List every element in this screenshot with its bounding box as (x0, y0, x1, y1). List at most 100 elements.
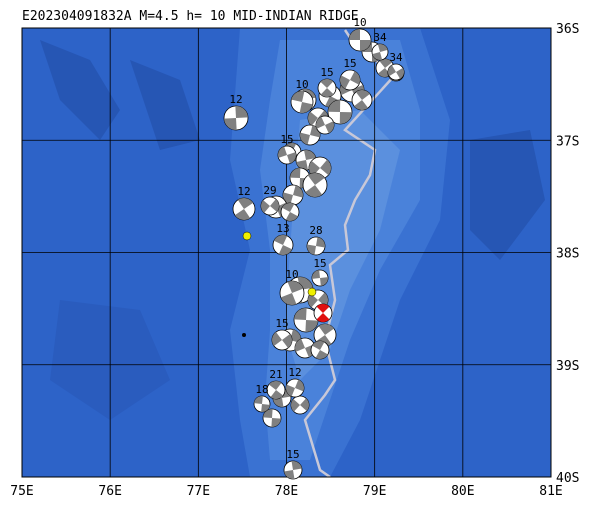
beachball (280, 202, 300, 222)
beachball (271, 329, 293, 351)
event-marker (307, 287, 317, 297)
beachball-quadrant (285, 212, 298, 222)
event-depth-label: 18 (255, 383, 268, 396)
beachball-quadrant (308, 293, 318, 308)
lat-tick-label: 36S (556, 22, 579, 37)
beachball-quadrant (278, 245, 293, 255)
beachball (279, 280, 305, 306)
beachball-quadrant (287, 281, 304, 293)
beachball-quadrant (290, 329, 302, 344)
beachball (260, 196, 280, 216)
beachball-quadrant (273, 235, 288, 245)
lon-tick-label: 79E (363, 484, 386, 499)
beachball-quadrant (318, 292, 329, 307)
beachball-quadrant (284, 470, 295, 479)
beachball (290, 395, 310, 415)
beachball (311, 269, 329, 287)
beachball (302, 172, 328, 198)
beachball (348, 28, 372, 52)
beachball-quadrant (316, 237, 326, 248)
beachball (285, 378, 305, 398)
lon-tick-label: 78E (275, 484, 298, 499)
event-depth-label: 12 (229, 93, 242, 106)
beachball-quadrant (307, 173, 325, 185)
beachball-quadrant (291, 91, 305, 102)
beachball (294, 337, 316, 359)
event-depth-label: 15 (280, 133, 293, 146)
beachball-quadrant (308, 111, 318, 126)
beachball-quadrant (295, 379, 305, 392)
lat-tick-label: 39S (556, 359, 579, 374)
beachball-quadrant (294, 307, 307, 320)
event-depth-label: 29 (263, 184, 276, 197)
beachball-quadrant (379, 59, 393, 68)
lon-tick-label: 77E (187, 484, 210, 499)
event-depth-label: 10 (295, 78, 308, 91)
beachball (266, 380, 286, 400)
beachball-quadrant (268, 381, 282, 390)
beachball-quadrant (320, 277, 329, 286)
lat-tick-label: 38S (556, 247, 579, 262)
beachball-quadrant (270, 390, 284, 399)
beachball-quadrant (388, 65, 396, 77)
event-depth-label: 15 (343, 57, 356, 70)
beachball-quadrant (280, 293, 297, 305)
map-title: E202304091832A M=4.5 h= 10 MID-INDIAN RI… (22, 9, 359, 24)
beachball-quadrant (299, 102, 313, 113)
event-depth-label: 15 (320, 66, 333, 79)
event-depth-label: 15 (286, 448, 299, 461)
beachball-quadrant (377, 68, 391, 78)
beachball-quadrant (349, 29, 360, 40)
beachball (327, 99, 353, 125)
beachball-quadrant (270, 199, 279, 212)
beachball-quadrant (261, 404, 270, 413)
event-depth-label: 10 (285, 268, 298, 281)
beachball-quadrant (234, 209, 251, 220)
beachball-quadrant (261, 200, 270, 213)
beachball (371, 43, 389, 61)
beachball-quadrant (312, 270, 320, 279)
beachball-quadrant (237, 198, 254, 209)
beachball-quadrant (315, 350, 328, 359)
beachball-quadrant (254, 395, 263, 404)
beachball (223, 105, 249, 131)
beachball (306, 236, 326, 256)
beachball-quadrant (290, 168, 301, 178)
beachball-quadrant (396, 67, 404, 79)
beachball (387, 63, 405, 81)
beachball-quadrant (273, 398, 284, 407)
beachball (283, 460, 303, 480)
beachball-quadrant (271, 418, 281, 427)
beachball (315, 115, 335, 135)
beachball (293, 307, 319, 333)
lon-tick-label: 80E (451, 484, 474, 499)
event-depth-label: 15 (275, 317, 288, 330)
beachball-quadrant (350, 71, 360, 85)
beachball-quadrant (339, 112, 352, 125)
beachball (375, 58, 395, 78)
beachball-quadrant (310, 125, 320, 138)
beachball-quadrant (224, 118, 237, 130)
event-depth-label: 12 (237, 185, 250, 198)
beachball-quadrant (291, 461, 302, 470)
beachball (272, 234, 294, 256)
beachball-quadrant (320, 159, 331, 176)
beachball (253, 395, 271, 413)
beachball (317, 78, 337, 98)
beachball-quadrant (307, 244, 316, 255)
beachball-quadrant (305, 185, 323, 197)
beachball-quadrant (360, 40, 371, 51)
beachball-quadrant (354, 100, 369, 110)
beachball (299, 124, 321, 146)
beachball-quadrant (377, 44, 388, 52)
beachball-quadrant (300, 132, 310, 145)
beachball-quadrant (312, 341, 325, 350)
beachball-quadrant (304, 150, 316, 160)
lon-tick-label: 75E (10, 484, 33, 499)
event-depth-label: 10 (353, 16, 366, 29)
beachball-quadrant (372, 52, 383, 60)
lon-tick-label: 81E (539, 484, 562, 499)
beachball-quadrant (318, 324, 334, 335)
